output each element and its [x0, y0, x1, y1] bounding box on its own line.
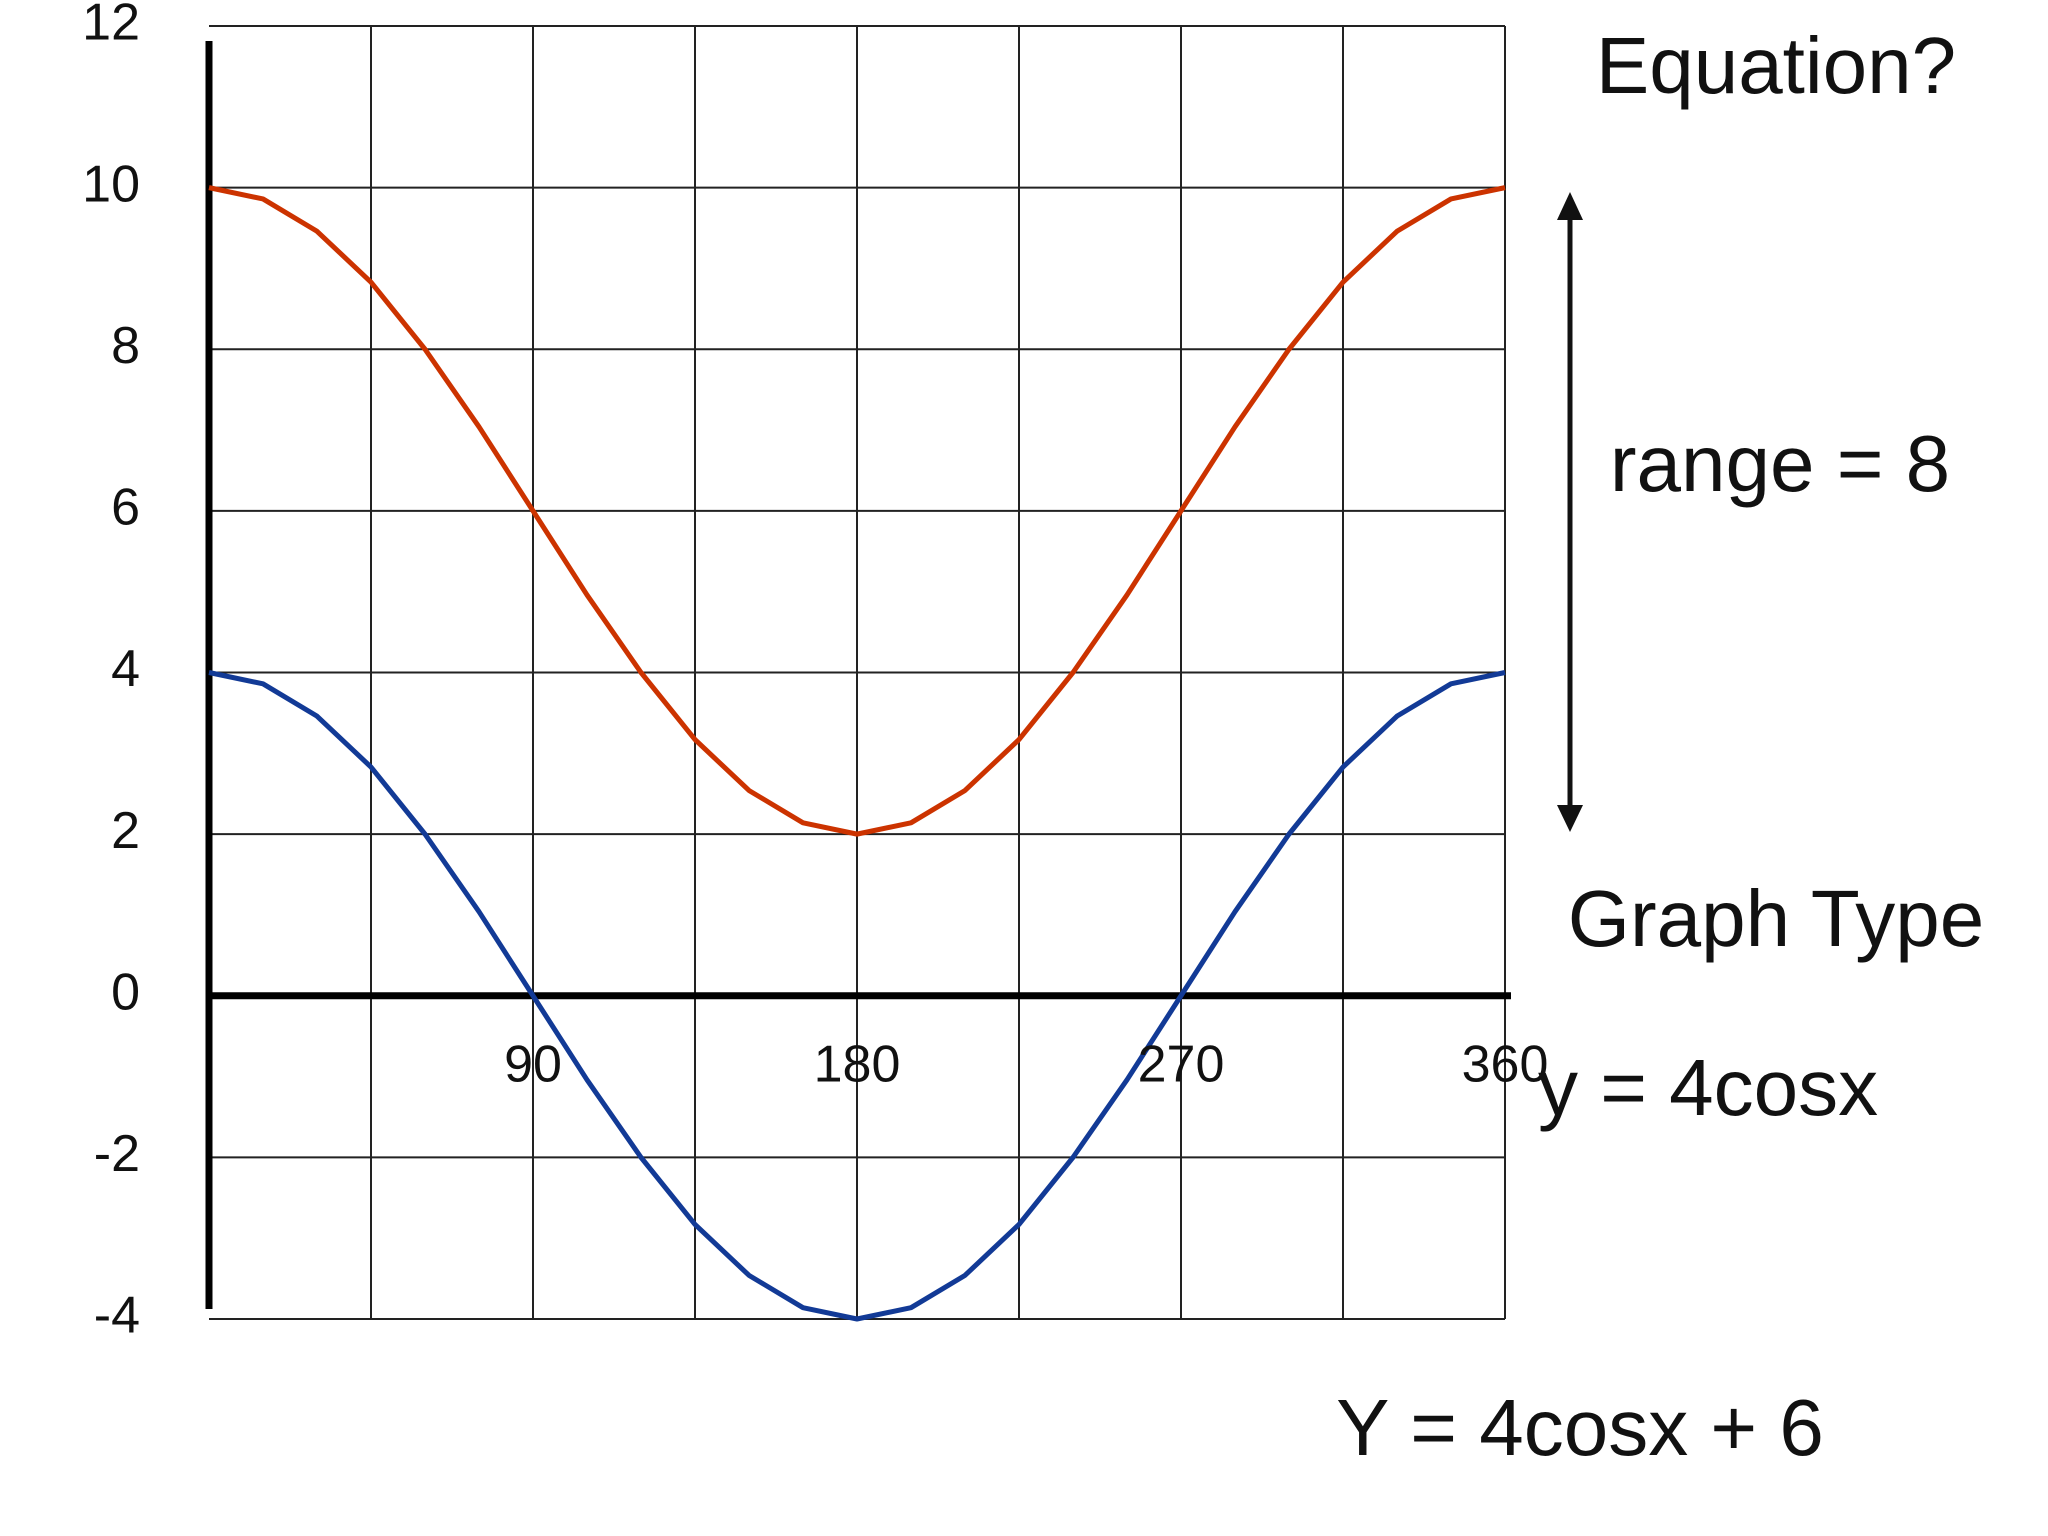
series-line — [208, 185, 1506, 837]
lines — [208, 185, 1506, 1322]
x-tick-label: 270 — [1138, 1035, 1225, 1093]
y-tick-label: 12 — [82, 0, 140, 52]
series-label: Y = 4cosx + 6 — [1336, 1383, 1824, 1472]
annotation: Equation? — [1596, 21, 1956, 110]
y-tick-label: -4 — [94, 1287, 140, 1345]
x-tick-label: 180 — [814, 1035, 901, 1093]
series-label: y = 4cosx — [1538, 1043, 1878, 1132]
y-tick-label: 0 — [111, 963, 140, 1021]
arrow-head — [1557, 192, 1583, 220]
y-tick-label: 10 — [82, 155, 140, 213]
y-tick-label: 4 — [111, 640, 140, 698]
y-tick-label: 2 — [111, 802, 140, 860]
arrow-head — [1557, 805, 1583, 832]
y-tick-label: 6 — [111, 479, 140, 537]
y-tick-label: -2 — [94, 1125, 140, 1183]
series-line — [208, 670, 1506, 1322]
annotation: Graph Type — [1568, 874, 1985, 963]
x-tick-label: 360 — [1462, 1035, 1549, 1093]
x-tick-label: 90 — [504, 1035, 562, 1093]
annotation: range = 8 — [1610, 419, 1950, 508]
y-tick-label: 8 — [111, 317, 140, 375]
